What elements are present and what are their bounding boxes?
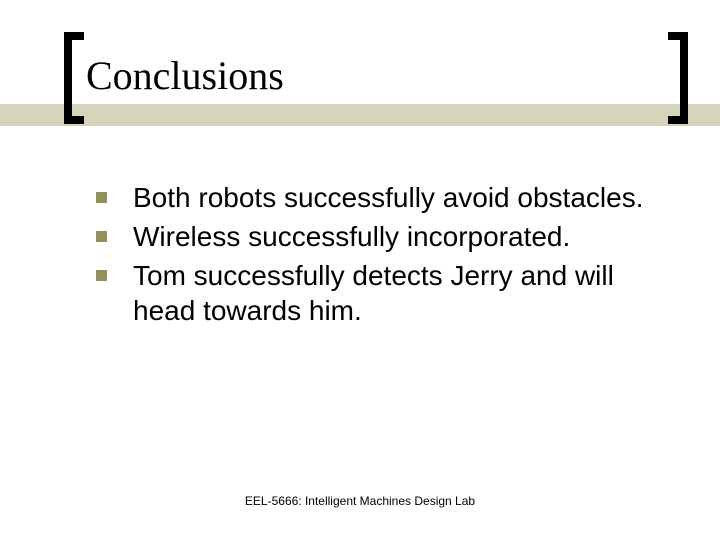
bracket-left (64, 32, 72, 124)
list-item: Tom successfully detects Jerry and will … (96, 258, 680, 328)
bullet-text: Both robots successfully avoid obstacles… (133, 180, 643, 215)
bullet-text: Tom successfully detects Jerry and will … (133, 258, 680, 328)
bracket-right (680, 32, 688, 124)
slide-title: Conclusions (86, 52, 284, 99)
bullet-text: Wireless successfully incorporated. (133, 219, 570, 254)
bullet-marker-icon (96, 192, 107, 203)
slide-footer: EEL-5666: Intelligent Machines Design La… (0, 494, 720, 508)
list-item: Wireless successfully incorporated. (96, 219, 680, 254)
list-item: Both robots successfully avoid obstacles… (96, 180, 680, 215)
bullet-marker-icon (96, 231, 107, 242)
bullet-marker-icon (96, 270, 107, 281)
header-stripe (0, 104, 720, 126)
bullet-list: Both robots successfully avoid obstacles… (96, 180, 680, 332)
